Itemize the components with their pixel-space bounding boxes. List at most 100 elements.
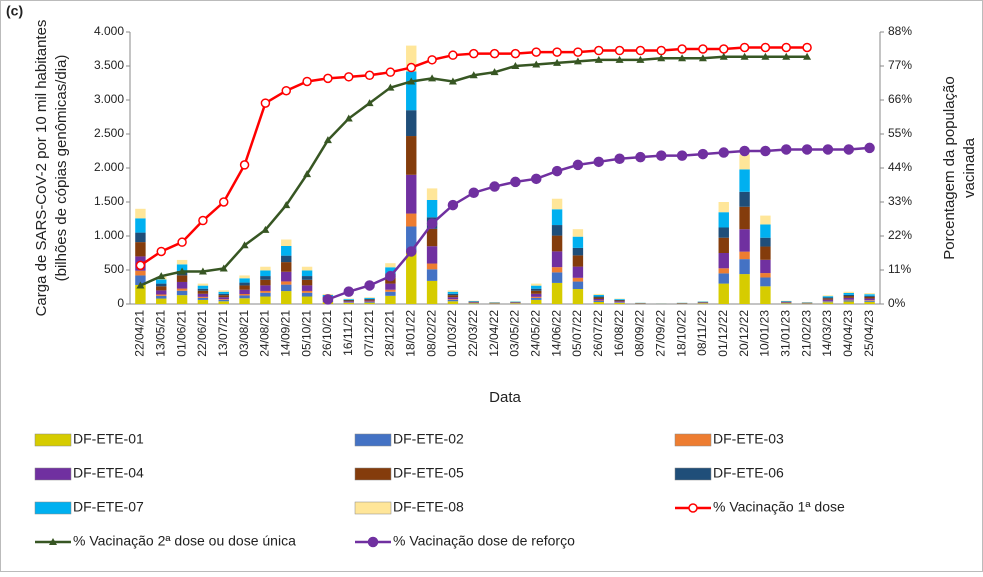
bar-segment [260,297,270,304]
bar-segment [385,263,395,267]
line-marker [261,99,269,107]
bar-segment [844,293,854,295]
line-marker [369,538,378,547]
bar-segment [302,293,312,297]
bar-segment [156,290,166,294]
bar-segment [177,295,187,304]
bar-segment [844,298,854,300]
x-tick-label: 05/10/21 [299,310,313,357]
line-marker [511,177,520,186]
bar-segment [364,297,374,298]
line-marker [532,48,540,56]
line-marker [345,73,353,81]
bar-segment [614,303,624,304]
x-tick-label: 14/06/22 [549,310,563,357]
bar-segment [219,290,229,291]
x-tick-label: 01/03/22 [445,310,459,357]
bar-segment [177,289,187,291]
bar-segment [739,274,749,304]
bar-segment [281,272,291,282]
legend-label: DF-ETE-02 [393,431,464,447]
legend-label: DF-ETE-01 [73,431,144,447]
bar-segment [573,248,583,255]
bar-segment [864,300,874,301]
bar-segment [614,301,624,302]
bar-segment [177,260,187,264]
bar-segment [427,281,437,304]
bar-segment [260,293,270,297]
bar-segment [364,302,374,303]
bar-segment [594,297,604,298]
line-marker [178,238,186,246]
bar-segment [573,289,583,304]
x-tick-label: 03/05/22 [508,310,522,357]
x-tick-label: 04/04/23 [841,310,855,357]
line-marker [657,47,665,55]
bar-segment [427,246,437,263]
line-marker [157,247,165,255]
bar-segment [239,283,249,286]
bar-segment [844,300,854,301]
bar-segment [219,299,229,300]
line-marker [615,154,624,163]
y-tick-label: 1.000 [94,228,124,242]
bar-segment [385,284,395,290]
bar-segment [344,300,354,301]
bar-segment [864,294,874,296]
bar-segment [594,295,604,296]
bar-segment [135,271,145,276]
line-marker [865,143,874,152]
line-marker [740,147,749,156]
bar-segment [406,214,416,227]
y-tick-label: 3.500 [94,58,124,72]
y2-label: Porcentagem da população [941,76,958,259]
x-tick-label: 13/07/21 [216,310,230,357]
bar-segment [531,297,541,298]
y-tick-label: 2.500 [94,126,124,140]
legend-label: DF-ETE-03 [713,431,784,447]
bar-segment [219,301,229,304]
bar-segment [698,303,708,304]
line-marker [657,151,666,160]
y-tick-label: 4.000 [94,24,124,38]
bar-segment [844,302,854,304]
bar-segment [260,276,270,280]
bar-segment [531,284,541,286]
bar-segment [198,286,208,289]
bar-segment [739,154,749,169]
bar-segment [573,229,583,236]
line-marker [220,198,228,206]
bar-segment [864,296,874,297]
bar-segment [156,296,166,299]
bar-segment [552,267,562,272]
x-tick-label: 08/11/22 [695,310,709,356]
bar-segment [239,294,249,295]
x-tick-label: 08/02/22 [424,310,438,357]
bar-segment [219,300,229,301]
bar-segment [552,199,562,210]
bar-segment [739,192,749,207]
bar-segment [281,240,291,246]
line-marker [689,504,697,512]
bar-segment [448,300,458,301]
line-marker [136,261,144,269]
line-marker [553,48,561,56]
y2-tick-label: 11% [888,262,911,276]
x-tick-label: 18/10/22 [674,310,688,357]
bar-segment [156,280,166,284]
x-tick-label: 07/12/21 [362,310,376,357]
bar-segment [135,218,145,232]
bar-segment [573,278,583,282]
bar-segment [344,303,354,304]
bar-segment [239,298,249,304]
bar-segment [739,169,749,191]
x-tick-label: 20/12/22 [737,310,751,357]
bar-segment [239,285,249,289]
line-marker [386,68,394,76]
x-tick-label: 22/04/21 [133,310,147,357]
x-tick-label: 24/05/22 [528,310,542,357]
bar-segment [364,301,374,302]
x-tick-label: 03/08/21 [237,310,251,357]
bar-segment [156,284,166,287]
bar-segment [760,247,770,260]
